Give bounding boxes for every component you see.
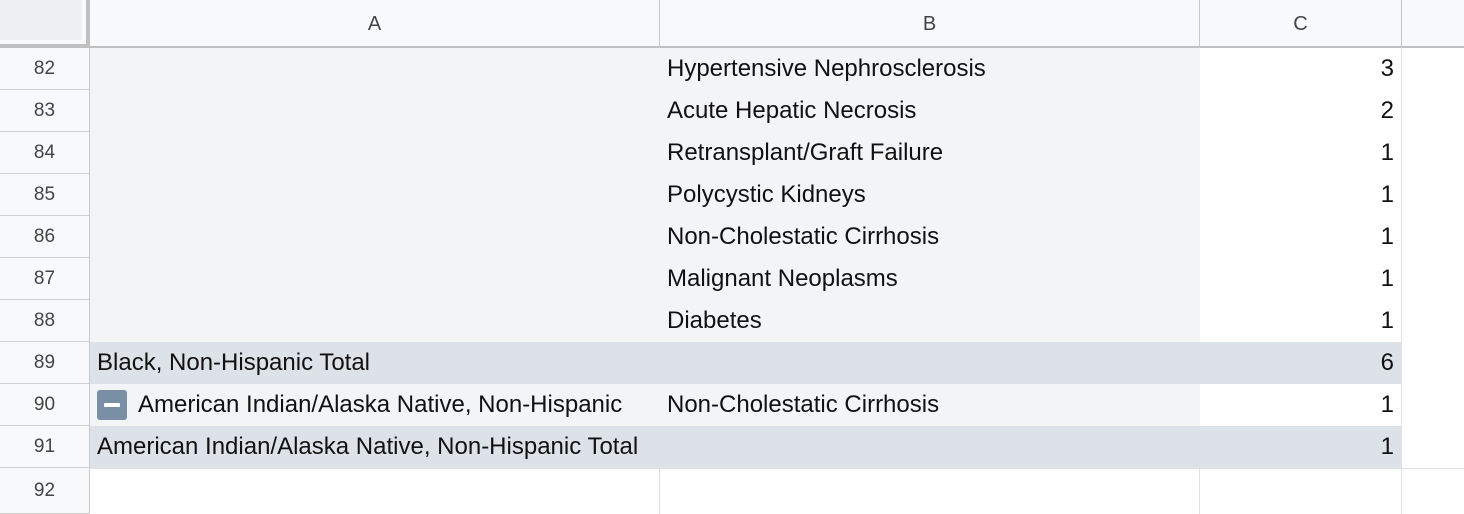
cell-b83[interactable]: Acute Hepatic Necrosis [660,90,1200,132]
cell-c82[interactable]: 3 [1380,55,1394,82]
minus-icon[interactable] [97,390,127,420]
cell-b88[interactable]: Diabetes [660,300,1200,342]
cell-b86[interactable]: Non-Cholestatic Cirrhosis [660,216,1200,258]
cell-c90[interactable]: 1 [1380,391,1394,418]
cell-a88[interactable] [90,300,660,342]
row-header-89[interactable]: 89 [0,342,90,384]
cell-a83[interactable] [90,90,660,132]
cell-b85[interactable]: Polycystic Kidneys [660,174,1200,216]
cell-a87[interactable] [90,258,660,300]
row-header-90[interactable]: 90 [0,384,90,426]
select-all-corner[interactable] [0,0,90,48]
cell-a91[interactable]: American Indian/Alaska Native, Non-Hispa… [90,426,1200,468]
cell-b84[interactable]: Retransplant/Graft Failure [660,132,1200,174]
row-header-92[interactable]: 92 [0,468,90,514]
column-header-row [0,0,1464,48]
cell-c89[interactable]: 6 [1200,342,1402,384]
row-header-82[interactable]: 82 [0,48,90,90]
column-header-a[interactable]: A [90,0,660,48]
row-header-85[interactable]: 85 [0,174,90,216]
cell-c91[interactable]: 1 [1200,426,1402,468]
cell-a86[interactable] [90,216,660,258]
cell-c84[interactable]: 1 [1380,139,1394,166]
cell-b92[interactable] [660,468,1200,514]
row-header-87[interactable]: 87 [0,258,90,300]
cell-a85[interactable] [90,174,660,216]
cell-a90[interactable]: American Indian/Alaska Native, Non-Hispa… [90,384,660,426]
cell-a89[interactable]: Black, Non-Hispanic Total [90,342,1200,384]
cell-c87[interactable]: 1 [1380,265,1394,292]
cell-c92[interactable] [1200,468,1402,514]
cell-a90-label: American Indian/Alaska Native, Non-Hispa… [138,391,623,418]
cell-b87[interactable]: Malignant Neoplasms [660,258,1200,300]
cell-b82[interactable]: Hypertensive Nephrosclerosis [660,48,1200,90]
column-header-c[interactable]: C [1200,0,1402,48]
row-header-91[interactable]: 91 [0,426,90,468]
cell-b90[interactable]: Non-Cholestatic Cirrhosis [660,384,1200,426]
row-header-83[interactable]: 83 [0,90,90,132]
cell-a82[interactable] [90,48,660,90]
row-header-84[interactable]: 84 [0,132,90,174]
cell-a92[interactable] [90,468,660,514]
cell-c85[interactable]: 1 [1380,181,1394,208]
cell-c88[interactable]: 1 [1380,307,1394,334]
cell-a84[interactable] [90,132,660,174]
cell-c86[interactable]: 1 [1380,223,1394,250]
row-header-86[interactable]: 86 [0,216,90,258]
column-header-b[interactable]: B [660,0,1200,48]
row-header-88[interactable]: 88 [0,300,90,342]
cell-c83[interactable]: 2 [1380,97,1394,124]
